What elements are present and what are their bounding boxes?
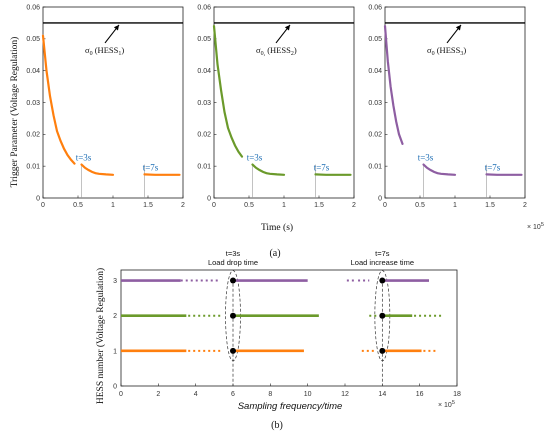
y-tick-label: 0.02 <box>197 132 211 139</box>
y-tick-label: 0.02 <box>368 132 382 139</box>
y-tick-label: 0 <box>207 195 211 202</box>
y-tick-label: 0 <box>36 195 40 202</box>
y-tick-label: 1 <box>113 348 117 355</box>
x-tick-label: 1 <box>111 202 115 209</box>
y-tick-label: 2 <box>113 313 117 320</box>
x-tick-label: 0.5 <box>415 202 425 209</box>
subplot-hess1: 0 0.5 1 1.5 2 0 0.01 0.02 0.03 0.04 0.05 0.06 σ0 (HE… <box>26 4 185 209</box>
sigma-annotation: σ0, (HESS2) <box>256 45 297 57</box>
event-dot <box>379 347 386 354</box>
axes-frame <box>120 269 458 387</box>
y-tick-label: 0.01 <box>197 164 211 171</box>
y-tick-label: 0.04 <box>368 68 382 75</box>
x-tick-label: 6 <box>231 391 235 398</box>
series-line <box>80 163 115 176</box>
panel-b: HESS number (Voltage Regulation) 0 2 4 6 8 10… <box>95 249 461 431</box>
event-label: t=3s <box>247 153 263 163</box>
y-tick-label: 0.06 <box>197 4 211 11</box>
x-tick-label: 0 <box>212 202 216 209</box>
event-label: t=7s <box>485 162 501 172</box>
y-tick-label: 0.06 <box>26 4 40 11</box>
panel-a-x-exponent: × 105 <box>527 222 544 231</box>
y-tick-label: 0.04 <box>26 68 40 75</box>
x-tick-label: 10 <box>304 391 312 398</box>
y-tick-label: 0.05 <box>197 36 211 43</box>
series-line <box>422 163 457 176</box>
panel-b-xlabel: Sampling frequency/time <box>238 401 343 412</box>
x-tick-label: 0.5 <box>73 202 83 209</box>
event-dot <box>379 277 386 284</box>
sigma-annotation: σ0 (HESS1) <box>85 45 124 57</box>
event-dot <box>230 277 236 284</box>
x-tick-label: 0.5 <box>244 202 254 209</box>
event-dot <box>230 312 236 319</box>
y-tick-label: 0.01 <box>26 164 40 171</box>
x-tick-label: 1 <box>282 202 286 209</box>
y-tick-label: 0.05 <box>26 36 40 43</box>
x-tick-label: 2 <box>523 202 527 209</box>
y-tick-label: 0.01 <box>368 164 382 171</box>
y-tick-label: 0 <box>113 384 117 391</box>
x-tick-label: 0 <box>41 202 45 209</box>
y-tick-label: 0.03 <box>26 100 40 107</box>
event-label: t=3s <box>226 249 241 258</box>
arrow-head <box>455 24 461 31</box>
event-label: t=7s <box>314 162 330 172</box>
x-tick-label: 4 <box>194 391 198 398</box>
x-tick-label: 0 <box>383 202 387 209</box>
series-line <box>41 34 76 165</box>
x-tick-label: 1 <box>453 202 457 209</box>
x-tick-label: 2 <box>156 391 160 398</box>
arrow-head <box>113 24 119 31</box>
x-tick-label: 1.5 <box>314 202 324 209</box>
x-tick-label: 18 <box>453 391 461 398</box>
x-tick-label: 8 <box>268 391 272 398</box>
series-line <box>383 25 404 145</box>
axes-frame <box>213 6 355 199</box>
axes-frame <box>384 6 526 199</box>
series-line <box>212 25 244 158</box>
panel-a: Trigger Parameter (Voltage Regulation) 0… <box>9 4 544 259</box>
x-tick-label: 12 <box>341 391 349 398</box>
y-tick-label: 0.04 <box>197 68 211 75</box>
y-tick-label: 0.02 <box>26 132 40 139</box>
event-dot <box>379 312 386 319</box>
arrow-head <box>284 24 290 31</box>
sigma-annotation: σ0 (HESS3) <box>427 45 466 57</box>
event-description: Load drop time <box>208 258 258 267</box>
subplot-hess2: 0 0.5 1 1.5 2 0 0.01 0.02 0.03 0.04 0.05 0.06 σ0, (H… <box>197 4 356 209</box>
subplot-hess3: 0 0.5 1 1.5 2 0 0.01 0.02 0.03 0.04 0.05 0.06 σ0 (HE… <box>368 4 527 209</box>
y-tick-label: 0.03 <box>368 100 382 107</box>
panel-b-x-exponent: × 105 <box>438 400 455 409</box>
x-tick-label: 2 <box>352 202 356 209</box>
x-tick-label: 2 <box>181 202 185 209</box>
series-line <box>251 163 286 176</box>
event-label: t=7s <box>143 162 159 172</box>
panel-a-ylabel: Trigger Parameter (Voltage Regulation) <box>9 37 20 188</box>
x-tick-label: 16 <box>416 391 424 398</box>
panel-b-ylabel: HESS number (Voltage Regulation) <box>95 268 106 404</box>
panel-a-label: (a) <box>269 248 280 259</box>
x-tick-label: 0 <box>119 391 123 398</box>
event-label: t=3s <box>418 153 434 163</box>
y-tick-label: 0 <box>378 195 382 202</box>
y-tick-label: 0.03 <box>197 100 211 107</box>
y-tick-label: 3 <box>113 278 117 285</box>
y-tick-label: 0.05 <box>368 36 382 43</box>
panel-a-xlabel: Time (s) <box>261 222 293 233</box>
x-tick-label: 1.5 <box>143 202 153 209</box>
panel-b-label: (b) <box>271 420 283 431</box>
event-label: t=3s <box>76 153 92 163</box>
x-tick-label: 14 <box>378 391 386 398</box>
y-tick-label: 0.06 <box>368 4 382 11</box>
axes-frame <box>42 6 184 199</box>
event-dot <box>230 347 236 354</box>
x-tick-label: 1.5 <box>485 202 495 209</box>
event-description: Load increase time <box>351 258 414 267</box>
event-label: t=7s <box>375 249 390 258</box>
